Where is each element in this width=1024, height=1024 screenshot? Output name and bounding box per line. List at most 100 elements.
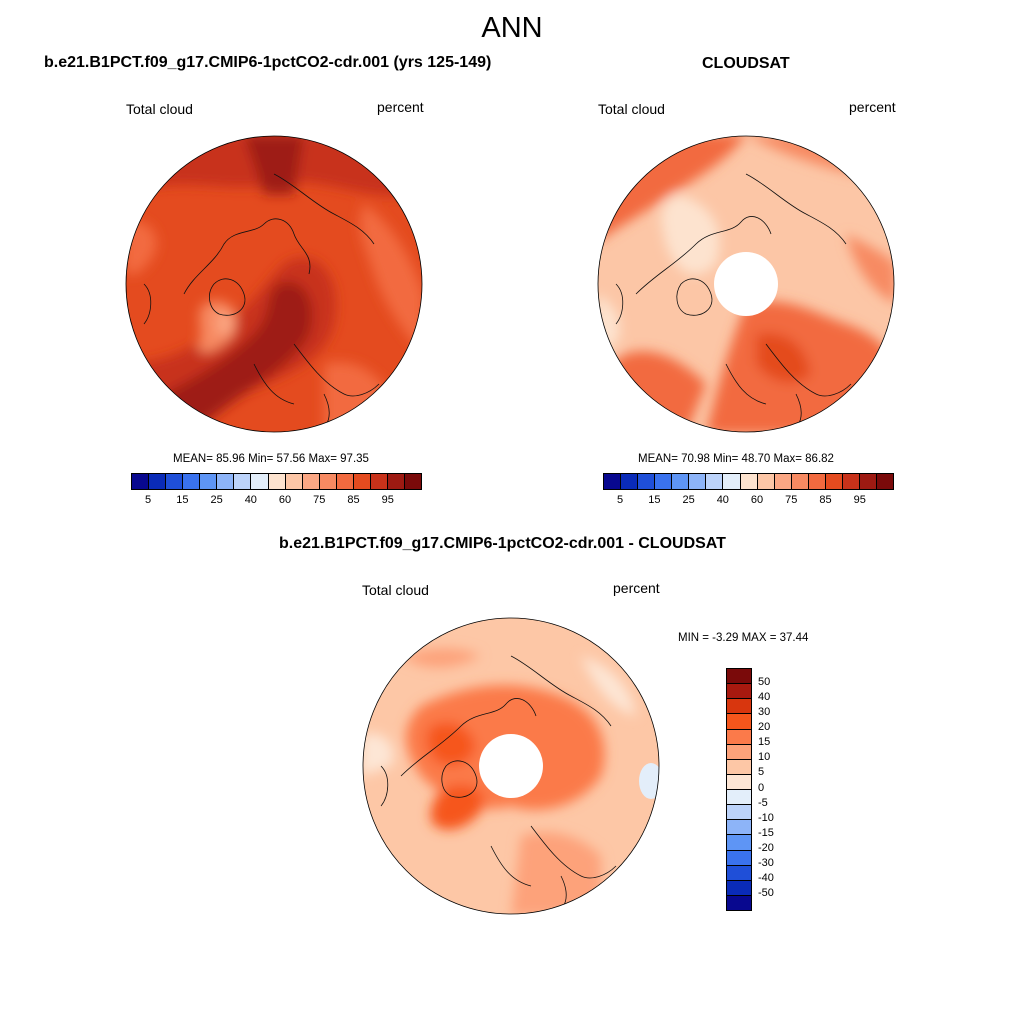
- obs-colorbar-tick-label: 95: [853, 494, 866, 506]
- diff-colorbar-tick-label: -30: [758, 856, 774, 869]
- diff-colorbar-swatch: [727, 773, 751, 789]
- obs-colorbar-swatch: [858, 474, 876, 489]
- diff-colorbar-swatch: [727, 683, 751, 699]
- main-title: ANN: [481, 12, 543, 44]
- obs-colorbar-swatch: [790, 474, 808, 489]
- diff-units-label: percent: [613, 580, 660, 596]
- diff-colorbar-swatch: [727, 789, 751, 805]
- model-colorbar-tick-label: 15: [176, 494, 189, 506]
- diff-colorbar-tick-label: -50: [758, 886, 774, 899]
- diff-colorbar-labels: 50 40 30 20 15 10 5 0 -5 -10 -15 -20 -30 -40 -50: [758, 668, 798, 911]
- diff-colorbar-tick-label: 0: [758, 781, 765, 794]
- diff-colorbar-tick-label: 20: [758, 721, 771, 734]
- model-colorbar: [131, 473, 422, 490]
- obs-stats: MEAN= 70.98 Min= 48.70 Max= 86.82: [638, 453, 834, 465]
- model-colorbar-swatch: [182, 474, 200, 489]
- diff-stats: MIN = -3.29 MAX = 37.44: [678, 632, 809, 644]
- model-colorbar-tick-label: 85: [347, 494, 360, 506]
- obs-colorbar-swatch: [604, 474, 621, 489]
- obs-colorbar-swatch: [739, 474, 757, 489]
- model-colorbar-swatch: [369, 474, 387, 489]
- diff-colorbar-tick-label: 40: [758, 691, 771, 704]
- diff-colorbar-tick-label: 15: [758, 736, 771, 749]
- model-colorbar-tick-label: 95: [381, 494, 394, 506]
- model-colorbar-swatch: [404, 474, 422, 489]
- obs-colorbar-swatch: [807, 474, 825, 489]
- diff-colorbar-tick-label: -10: [758, 811, 774, 824]
- model-colorbar-swatch: [165, 474, 183, 489]
- diff-colorbar-swatch: [727, 698, 751, 714]
- diff-colorbar-tick-label: -15: [758, 826, 774, 839]
- obs-colorbar-swatch: [876, 474, 894, 489]
- diff-panel-title: b.e21.B1PCT.f09_g17.CMIP6-1pctCO2-cdr.00…: [279, 535, 726, 552]
- model-colorbar-tick-label: 75: [313, 494, 326, 506]
- model-colorbar-swatch: [148, 474, 166, 489]
- model-colorbar-swatch: [284, 474, 302, 489]
- obs-colorbar-tick-label: 75: [785, 494, 798, 506]
- obs-colorbar-swatch: [841, 474, 859, 489]
- obs-colorbar-swatch: [654, 474, 672, 489]
- diff-colorbar-swatch: [727, 834, 751, 850]
- obs-colorbar-swatch: [722, 474, 740, 489]
- model-colorbar-tick-label: 40: [244, 494, 257, 506]
- diff-colorbar-tick-label: 30: [758, 706, 771, 719]
- diff-colorbar-swatch: [727, 894, 751, 910]
- obs-colorbar-labels: 5 15 25 40 60 75 85 95: [603, 494, 894, 508]
- model-polar-map: [125, 135, 423, 433]
- obs-colorbar-swatch: [637, 474, 655, 489]
- obs-colorbar-swatch: [756, 474, 774, 489]
- model-stats: MEAN= 85.96 Min= 57.56 Max= 97.35: [173, 453, 369, 465]
- diff-polar-map: [362, 617, 660, 915]
- model-colorbar-tick-label: 60: [278, 494, 292, 506]
- obs-colorbar-swatch: [824, 474, 842, 489]
- model-colorbar-swatch: [352, 474, 370, 489]
- diff-colorbar-swatch: [727, 669, 751, 684]
- obs-colorbar-swatch: [705, 474, 723, 489]
- model-colorbar-swatch: [301, 474, 319, 489]
- diff-colorbar-swatch: [727, 804, 751, 820]
- model-colorbar-labels: 5 15 25 40 60 75 85 95: [131, 494, 422, 508]
- model-colorbar-swatch: [386, 474, 404, 489]
- model-panel-title: b.e21.B1PCT.f09_g17.CMIP6-1pctCO2-cdr.00…: [44, 54, 492, 71]
- obs-colorbar-tick-label: 5: [617, 494, 624, 506]
- obs-colorbar-swatch: [773, 474, 791, 489]
- obs-colorbar: [603, 473, 894, 490]
- model-colorbar-swatch: [267, 474, 285, 489]
- diff-colorbar-swatch: [727, 864, 751, 880]
- diff-colorbar: [726, 668, 752, 911]
- obs-colorbar-swatch: [620, 474, 638, 489]
- diff-colorbar-swatch: [727, 758, 751, 774]
- diff-colorbar-swatch: [727, 713, 751, 729]
- model-colorbar-swatch: [335, 474, 353, 489]
- diff-colorbar-swatch: [727, 728, 751, 744]
- model-colorbar-swatch: [132, 474, 149, 489]
- obs-variable-label: Total cloud: [598, 101, 665, 117]
- obs-colorbar-tick-label: 60: [750, 494, 764, 506]
- diff-colorbar-swatch: [727, 819, 751, 835]
- model-colorbar-swatch: [318, 474, 336, 489]
- obs-colorbar-tick-label: 25: [682, 494, 695, 506]
- diff-colorbar-tick-label: 5: [758, 766, 765, 779]
- diff-colorbar-swatch: [727, 849, 751, 865]
- diff-colorbar-tick-label: -40: [758, 871, 774, 884]
- diff-colorbar-tick-label: -5: [758, 796, 768, 809]
- diff-colorbar-swatch: [727, 743, 751, 759]
- model-colorbar-tick-label: 5: [145, 494, 152, 506]
- model-colorbar-swatch: [233, 474, 251, 489]
- diff-variable-label: Total cloud: [362, 582, 429, 598]
- diff-colorbar-tick-label: 10: [758, 751, 771, 764]
- diff-colorbar-tick-label: -20: [758, 841, 774, 854]
- diff-colorbar-swatch: [727, 879, 751, 895]
- model-colorbar-swatch: [216, 474, 234, 489]
- model-colorbar-tick-label: 25: [210, 494, 223, 506]
- obs-units-label: percent: [849, 99, 896, 115]
- model-colorbar-swatch: [250, 474, 268, 489]
- model-variable-label: Total cloud: [126, 101, 193, 117]
- obs-colorbar-swatch: [688, 474, 706, 489]
- obs-colorbar-tick-label: 85: [819, 494, 832, 506]
- obs-panel-title: CLOUDSAT: [702, 55, 790, 72]
- obs-polar-map: [597, 135, 895, 433]
- model-units-label: percent: [377, 99, 424, 115]
- model-colorbar-swatch: [199, 474, 217, 489]
- obs-colorbar-tick-label: 15: [648, 494, 661, 506]
